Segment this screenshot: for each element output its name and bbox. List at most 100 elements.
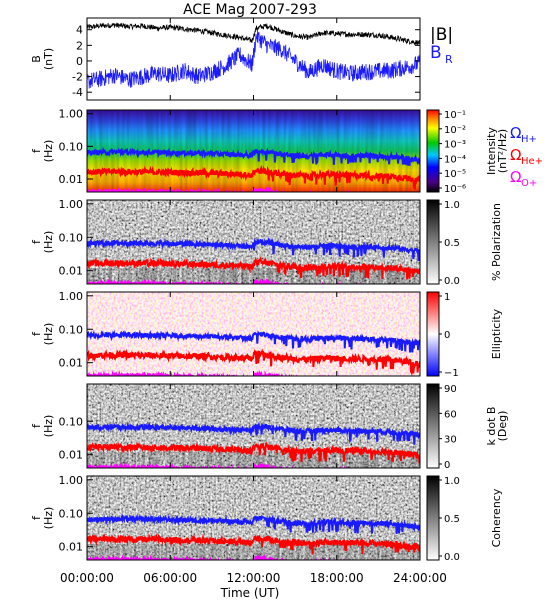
k-dot-b-panel: 0.10 0.01 f (Hz) 90 60 30 0 k dot B(Deg) — [30, 383, 509, 471]
legend-entry-gyro-sub: O+ — [521, 178, 537, 189]
coherency-panel: 1.00 0.10 0.01 f (Hz) 1.0 0.5 0.0 Coherency — [30, 474, 503, 563]
polarization-panel: 1.00 0.10 0.01 f (Hz) 1.0 0.5 0.0 % Polarization — [30, 198, 503, 287]
y-axis-unit: (Hz) — [42, 231, 55, 254]
h-gyrofrequency-line — [87, 513, 420, 534]
o-gyrofrequency-line — [87, 369, 398, 376]
colorbar — [426, 383, 440, 469]
y-tick-label: -2 — [72, 71, 83, 84]
colorbar — [426, 291, 440, 377]
legend-entry-gyro-sub: H+ — [521, 134, 537, 145]
colorbar-tick-label: 0.5 — [444, 238, 460, 249]
ellipticity-panel: 1.00 0.10 0.01 f (Hz) 1 0 −1 Ellipticity — [30, 290, 503, 379]
y-tick-label: 4 — [76, 24, 83, 37]
spectrogram-image — [87, 200, 420, 284]
y-tick-label: 0.01 — [59, 265, 84, 278]
y-axis-label: f — [30, 148, 43, 153]
x-tick-label: 12:00:00 — [227, 571, 281, 585]
colorbar-title: Coherency — [490, 488, 503, 547]
legend-entry-gyro: Ω — [510, 124, 521, 142]
y-tick-label: 0.01 — [59, 173, 84, 186]
x-tick-label: 00:00:00 — [60, 571, 114, 585]
y-axis-unit: (Hz) — [42, 323, 55, 346]
he-gyrofrequency-line — [87, 348, 420, 376]
y-tick-label: 1.00 — [59, 198, 84, 211]
colorbar — [426, 109, 440, 193]
h-gyrofrequency-line — [87, 146, 420, 166]
colorbar-tick-label: 90 — [444, 384, 457, 395]
y-axis-label: f — [30, 239, 43, 244]
y-tick-label: 0.10 — [59, 323, 84, 336]
time-axis: 00:00:00 06:00:00 12:00:00 18:00:00 24:00:00 — [60, 18, 447, 585]
y-axis-label: f — [30, 331, 43, 336]
colorbar-tick-label: 10⁻⁴ — [444, 154, 466, 165]
o-gyrofrequency-line — [87, 461, 384, 468]
h-gyrofrequency-line — [87, 329, 420, 353]
y-tick-label: 1.00 — [59, 290, 84, 303]
x-tick-label: 18:00:00 — [310, 571, 364, 585]
b-field-panel: 420-2-4B (nT)|B|B R — [30, 17, 453, 101]
y-tick-label: 2 — [76, 39, 83, 52]
colorbar-title: % Polarization — [490, 203, 503, 281]
y-tick-label: 1.00 — [59, 474, 84, 487]
h-gyrofrequency-line — [87, 237, 420, 262]
y-tick-label: 0.10 — [59, 231, 84, 244]
colorbar-title: Ellipticity — [490, 308, 503, 359]
colorbar-tick-label: 0.5 — [444, 514, 460, 525]
legend-entry-gyro-sub: He+ — [521, 156, 543, 167]
y-axis-unit: (nT) — [42, 48, 55, 70]
y-tick-label: 0.10 — [59, 140, 84, 153]
colorbar-title: k dot B — [485, 407, 498, 446]
y-tick-label: 0.01 — [59, 541, 84, 554]
y-axis-label: f — [30, 423, 43, 428]
colorbar-tick-label: 10⁻⁶ — [444, 184, 466, 195]
x-tick-label: 06:00:00 — [143, 571, 197, 585]
colorbar-tick-label: 0 — [444, 460, 450, 471]
y-tick-label: 0.10 — [59, 415, 84, 428]
he-gyrofrequency-line — [87, 441, 420, 464]
colorbar-tick-label: 10⁻⁵ — [444, 169, 466, 180]
colorbar-title: Intensity — [485, 127, 498, 175]
y-tick-label: 0.01 — [59, 357, 84, 370]
x-axis-label: Time (UT) — [220, 586, 280, 600]
colorbar — [426, 475, 440, 561]
y-tick-label: -4 — [72, 86, 83, 99]
y-axis-unit: (Hz) — [42, 140, 55, 163]
y-tick-label: 0.10 — [59, 507, 84, 520]
he-gyrofrequency-line — [87, 256, 420, 280]
colorbar-tick-label: 60 — [444, 409, 457, 420]
y-axis-unit: (Hz) — [42, 507, 55, 530]
he-gyrofrequency-line — [87, 164, 420, 190]
colorbar-tick-label: 1.0 — [444, 476, 460, 487]
colorbar-tick-label: 0.0 — [444, 552, 460, 563]
x-tick-label: 24:00:00 — [393, 571, 447, 585]
y-axis-label: B — [30, 55, 43, 63]
intensity-panel: 1.00 0.10 0.01 f (Hz) 10⁻¹ 10⁻² 10⁻³ 10⁻⁴ 10⁻⁵ 10⁻… — [30, 108, 543, 195]
colorbar-tick-label: 0 — [444, 330, 450, 341]
spectrogram-image — [87, 110, 420, 192]
colorbar-unit: (Deg) — [496, 411, 509, 442]
colorbar-tick-label: 1 — [444, 292, 450, 303]
b-radial-line — [87, 28, 420, 89]
y-tick-label: 0.01 — [59, 449, 84, 462]
colorbar-tick-label: 0.0 — [444, 276, 460, 287]
legend-entry-b-radial: B — [430, 43, 442, 63]
spectrogram-image — [87, 292, 420, 376]
colorbar-tick-label: 10⁻¹ — [444, 110, 466, 121]
b-magnitude-line — [87, 22, 420, 46]
colorbar-tick-label: 1.0 — [444, 200, 460, 211]
h-gyrofrequency-line — [87, 421, 420, 445]
colorbar-tick-label: 30 — [444, 435, 457, 446]
y-axis-label: f — [30, 515, 43, 520]
colorbar — [426, 199, 440, 285]
colorbar-tick-label: 10⁻³ — [444, 140, 466, 151]
y-axis-unit: (Hz) — [42, 415, 55, 438]
legend-entry-b-radial-sub: R — [445, 53, 453, 66]
spectrogram-image — [87, 476, 420, 560]
colorbar-unit: (nT²/Hz) — [496, 129, 509, 173]
legend-entry-b-magnitude: |B| — [430, 25, 453, 45]
colorbar-tick-label: 10⁻² — [444, 125, 466, 136]
he-gyrofrequency-line — [87, 532, 420, 555]
y-tick-label: 1.00 — [59, 108, 84, 121]
colorbar-tick-label: −1 — [444, 368, 459, 379]
